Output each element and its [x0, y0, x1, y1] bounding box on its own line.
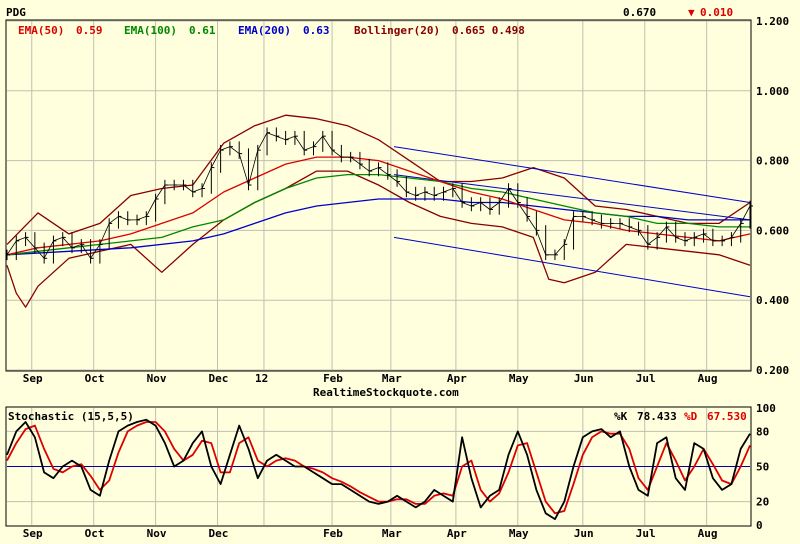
change-down-icon: ▼ — [688, 6, 695, 19]
legend-ema100-value: 0.61 — [189, 24, 216, 37]
price-x-tick-label: Dec — [209, 372, 229, 385]
stochastic-k-line — [6, 418, 751, 520]
price-x-tick-label: Apr — [447, 372, 467, 385]
stochastic-x-tick-label: Mar — [382, 527, 402, 540]
legend-ema100-label: EMA(100) — [124, 24, 177, 37]
stochastic-x-tick-label: Sep — [23, 527, 43, 540]
channel-mid-line — [393, 174, 751, 221]
stochastic-y-tick-label: 0 — [756, 519, 763, 532]
price-series-group — [6, 114, 753, 308]
price-x-tick-label: Feb — [323, 372, 343, 385]
stochastic-x-tick-label: Apr — [447, 527, 467, 540]
stochastic-panel-frame — [5, 406, 752, 527]
price-y-tick-label: 1.000 — [756, 85, 789, 98]
price-y-axis: 1.200 1.000 0.800 0.600 0.400 0.200 — [756, 15, 789, 377]
price-x-tick-label: Mar — [382, 372, 402, 385]
stochastic-series-group — [6, 418, 751, 520]
price-change: 0.010 — [700, 6, 733, 19]
stochastic-k-label: %K — [614, 410, 628, 423]
bollinger-lower-line — [6, 170, 751, 308]
ema50-line — [6, 156, 751, 256]
stochastic-k-value: 78.433 — [637, 410, 677, 423]
price-x-axis: Sep Oct Nov Dec 12 Feb Mar Apr May Jun Jul Aug — [23, 372, 718, 385]
stochastic-x-tick-label: Jul — [636, 527, 656, 540]
legend-ema200-label: EMA(200) — [238, 24, 291, 37]
legend-ema50-label: EMA(50) — [18, 24, 64, 37]
channel-upper-line — [393, 146, 751, 203]
price-x-tick-label: Aug — [698, 372, 718, 385]
stochastic-d-line — [6, 421, 751, 515]
price-y-tick-label: 0.200 — [756, 364, 789, 377]
price-y-tick-label: 0.800 — [756, 155, 789, 168]
stochastic-d-value: 67.530 — [707, 410, 747, 423]
price-x-tick-label: Oct — [85, 372, 105, 385]
stochastic-title: Stochastic (15,5,5) — [8, 410, 134, 423]
price-close-line — [6, 132, 751, 259]
stochastic-grid — [7, 408, 750, 525]
channel-lower-line — [393, 236, 751, 298]
stochastic-y-axis: 100 80 50 20 0 — [756, 402, 776, 532]
price-x-tick-label: May — [509, 372, 529, 385]
stochastic-x-tick-label: Oct — [85, 527, 105, 540]
legend-ema50-value: 0.59 — [76, 24, 103, 37]
legend-bollinger-value: 0.665 0.498 — [452, 24, 525, 37]
symbol-label: PDG — [6, 6, 26, 19]
price-x-tick-label: Jul — [636, 372, 656, 385]
stochastic-x-axis: Sep Oct Nov Dec Feb Mar Apr May Jun Jul Aug — [23, 527, 718, 540]
legend-bollinger-label: Bollinger(20) — [354, 24, 440, 37]
price-grid — [7, 20, 750, 371]
stochastic-x-tick-label: Dec — [209, 527, 229, 540]
price-x-tick-label: Jun — [574, 372, 594, 385]
stochastic-x-tick-label: Feb — [323, 527, 343, 540]
stochastic-y-tick-label: 100 — [756, 402, 776, 415]
price-y-tick-label: 0.600 — [756, 224, 789, 237]
stochastic-y-tick-label: 80 — [756, 425, 769, 438]
bollinger-upper-line — [6, 114, 751, 245]
stochastic-x-tick-label: Jun — [574, 527, 594, 540]
stochastic-x-tick-label: Aug — [698, 527, 718, 540]
stochastic-d-label: %D — [684, 410, 698, 423]
price-y-tick-label: 0.400 — [756, 294, 789, 307]
stochastic-x-tick-label: May — [509, 527, 529, 540]
price-x-tick-label: Sep — [23, 372, 43, 385]
watermark: RealtimeStockquote.com — [313, 386, 459, 399]
last-price: 0.670 — [623, 6, 656, 19]
price-x-tick-label: 12 — [255, 372, 268, 385]
stochastic-y-tick-label: 50 — [756, 461, 769, 474]
price-panel-frame — [5, 19, 752, 372]
price-x-tick-label: Nov — [147, 372, 167, 385]
stochastic-y-tick-label: 20 — [756, 496, 769, 509]
price-y-tick-label: 1.200 — [756, 15, 789, 28]
legend-ema200-value: 0.63 — [303, 24, 330, 37]
stochastic-x-tick-label: Nov — [147, 527, 167, 540]
